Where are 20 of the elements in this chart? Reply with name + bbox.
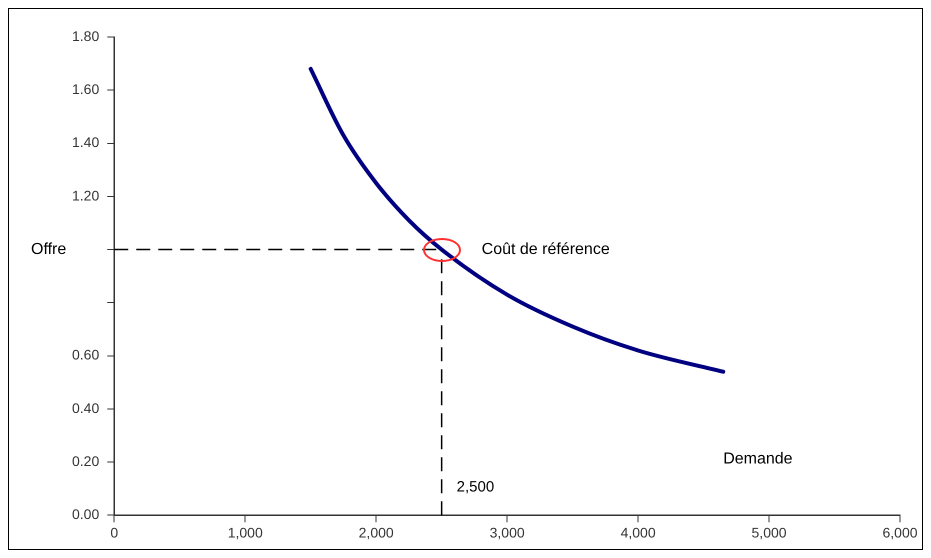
- line-series: [308, 66, 726, 374]
- y-tick-label: 0.60: [72, 346, 100, 363]
- y-tick-label: 1.20: [72, 187, 100, 204]
- y-tick-label: 0.20: [72, 452, 100, 469]
- x-tick-label: 1,000: [228, 524, 263, 540]
- x-tick-label: 5,000: [752, 524, 787, 540]
- annotation: Coût de référence: [482, 240, 610, 258]
- y-tick-label: 0.00: [72, 506, 100, 522]
- ref-line-label: Offre: [31, 240, 66, 258]
- y-tick-label: 1.80: [72, 28, 100, 44]
- x-tick-label: 6,000: [882, 524, 918, 540]
- y-tick-label: 1.60: [72, 80, 100, 97]
- ref-line-label: 2,500: [456, 478, 494, 496]
- y-tick-label: 1.40: [72, 134, 100, 150]
- x-axis-title: Demande: [723, 450, 793, 468]
- x-tick-label: 2,000: [358, 524, 394, 540]
- x-tick-label: 3,000: [490, 524, 525, 540]
- y-tick-label: 0.40: [72, 400, 100, 416]
- x-tick-label: 4,000: [620, 524, 656, 540]
- x-tick-label: 0: [110, 524, 118, 540]
